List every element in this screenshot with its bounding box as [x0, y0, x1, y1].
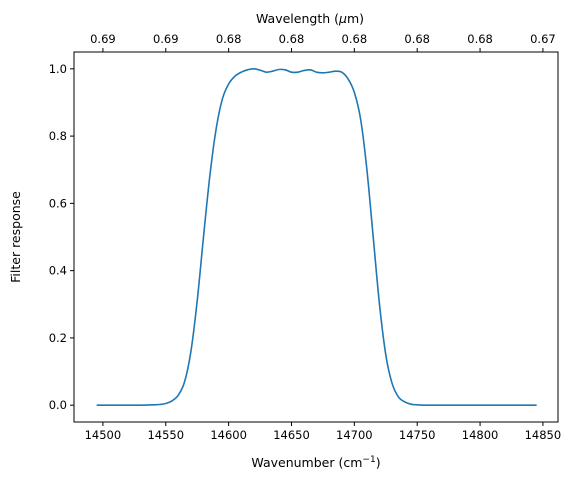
top-tick-label: 0.69 [153, 32, 179, 46]
x-axis-label: Wavenumber (cm−1) [251, 455, 380, 470]
x-tick-label: 14850 [525, 428, 562, 442]
top-tick-label: 0.68 [342, 32, 368, 46]
chart-ticks: 14500 14550 14600 14650 14700 14750 14800 14850… [49, 32, 562, 442]
top-tick-label: 0.69 [90, 32, 116, 46]
y-tick-label: 0.4 [49, 264, 67, 278]
y-tick-label: 0.0 [49, 398, 67, 412]
y-tick-label: 1.0 [49, 62, 67, 76]
y-tick-label: 0.8 [49, 129, 67, 143]
x-tick-label: 14750 [399, 428, 436, 442]
x-tick-label: 14550 [147, 428, 184, 442]
x-tick-label: 14600 [210, 428, 247, 442]
top-axis-label: Wavelength (μm) [256, 11, 364, 26]
x-tick-label: 14700 [336, 428, 373, 442]
x-tick-label: 14500 [85, 428, 122, 442]
top-tick-label: 0.68 [279, 32, 305, 46]
top-tick-label: 0.68 [467, 32, 493, 46]
plot-frame [73, 51, 559, 423]
y-axis-label: Filter response [8, 191, 23, 283]
chart-marks [96, 68, 537, 407]
y-tick-label: 0.6 [49, 196, 67, 210]
top-tick-label: 0.67 [530, 32, 556, 46]
top-tick-label: 0.68 [404, 32, 430, 46]
y-tick-label: 0.2 [49, 331, 67, 345]
series-line-0 [96, 68, 537, 407]
top-tick-label: 0.68 [216, 32, 242, 46]
x-tick-label: 14800 [462, 428, 499, 442]
x-tick-label: 14650 [273, 428, 310, 442]
